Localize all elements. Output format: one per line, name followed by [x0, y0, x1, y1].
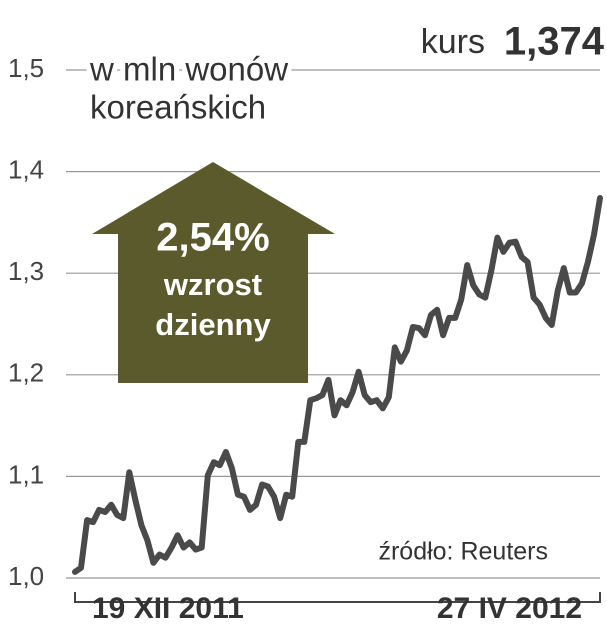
y-tick-label: 1,1 — [8, 459, 44, 489]
y-tick-label: 1,0 — [8, 561, 44, 591]
title: kurs — [421, 23, 485, 61]
title-value: 1,374 — [504, 20, 605, 64]
annotation-value: 2,54% — [156, 216, 269, 260]
line — [72, 195, 603, 575]
subtitle: w mln wonów — [89, 51, 288, 88]
y-tick-label: 1,4 — [8, 154, 44, 184]
annotation-arrow — [92, 162, 335, 383]
x-tick-label: 27 IV 2012 — [437, 592, 582, 625]
annotation-text: dzienny — [155, 307, 271, 342]
y-tick-label: 1,2 — [8, 358, 44, 388]
source: źródło: Reuters — [378, 538, 548, 566]
subtitle: koreańskich — [90, 89, 266, 126]
x-tick-label: 19 XII 2011 — [92, 592, 244, 625]
x-axis — [74, 592, 601, 603]
y-tick-label: 1,5 — [8, 53, 44, 83]
annotation-text: wzrost — [163, 267, 262, 302]
y-tick-label: 1,3 — [8, 256, 44, 286]
